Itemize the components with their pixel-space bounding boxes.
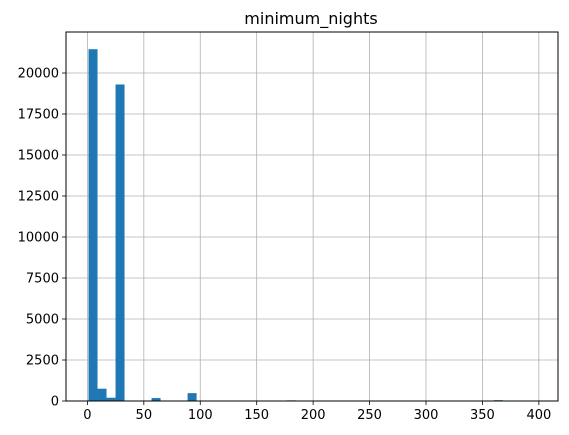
x-tick-label-4: 200 [301,408,326,423]
y-tick-label-1: 2500 [26,354,59,369]
histogram-bar-0 [88,49,98,401]
x-tick-label-6: 300 [414,408,439,423]
y-tick-label-7: 17500 [18,108,59,123]
y-tick-label-8: 20000 [18,67,59,82]
x-tick-label-0: 0 [83,408,91,423]
chart-title: minimum_nights [244,9,377,29]
y-tick-label-3: 7500 [26,272,59,287]
y-tick-label-2: 5000 [26,313,59,328]
histogram-bar-1 [97,388,107,401]
x-tick-label-8: 400 [526,408,551,423]
y-tick-label-6: 15000 [18,149,59,164]
histogram-bar-5 [187,393,197,401]
y-axis-ticks: 0 2500 5000 7500 10000 12500 15000 17500 20000 [18,67,66,410]
x-tick-label-1: 50 [136,408,153,423]
histogram-bar-4 [151,398,161,401]
y-tick-label-5: 12500 [18,190,59,205]
histogram-bars [88,49,503,401]
x-tick-label-5: 250 [357,408,382,423]
x-axis-ticks: 0 50 100 150 200 250 300 350 400 [83,401,551,423]
y-tick-label-4: 10000 [18,231,59,246]
grid-lines [66,32,558,402]
y-tick-label-0: 0 [51,395,59,410]
plot-frame [65,31,559,402]
histogram-bar-2 [106,397,116,401]
x-tick-label-2: 100 [188,408,213,423]
histogram-bar-3 [115,84,125,401]
x-tick-label-7: 350 [470,408,495,423]
x-tick-label-3: 150 [244,408,269,423]
